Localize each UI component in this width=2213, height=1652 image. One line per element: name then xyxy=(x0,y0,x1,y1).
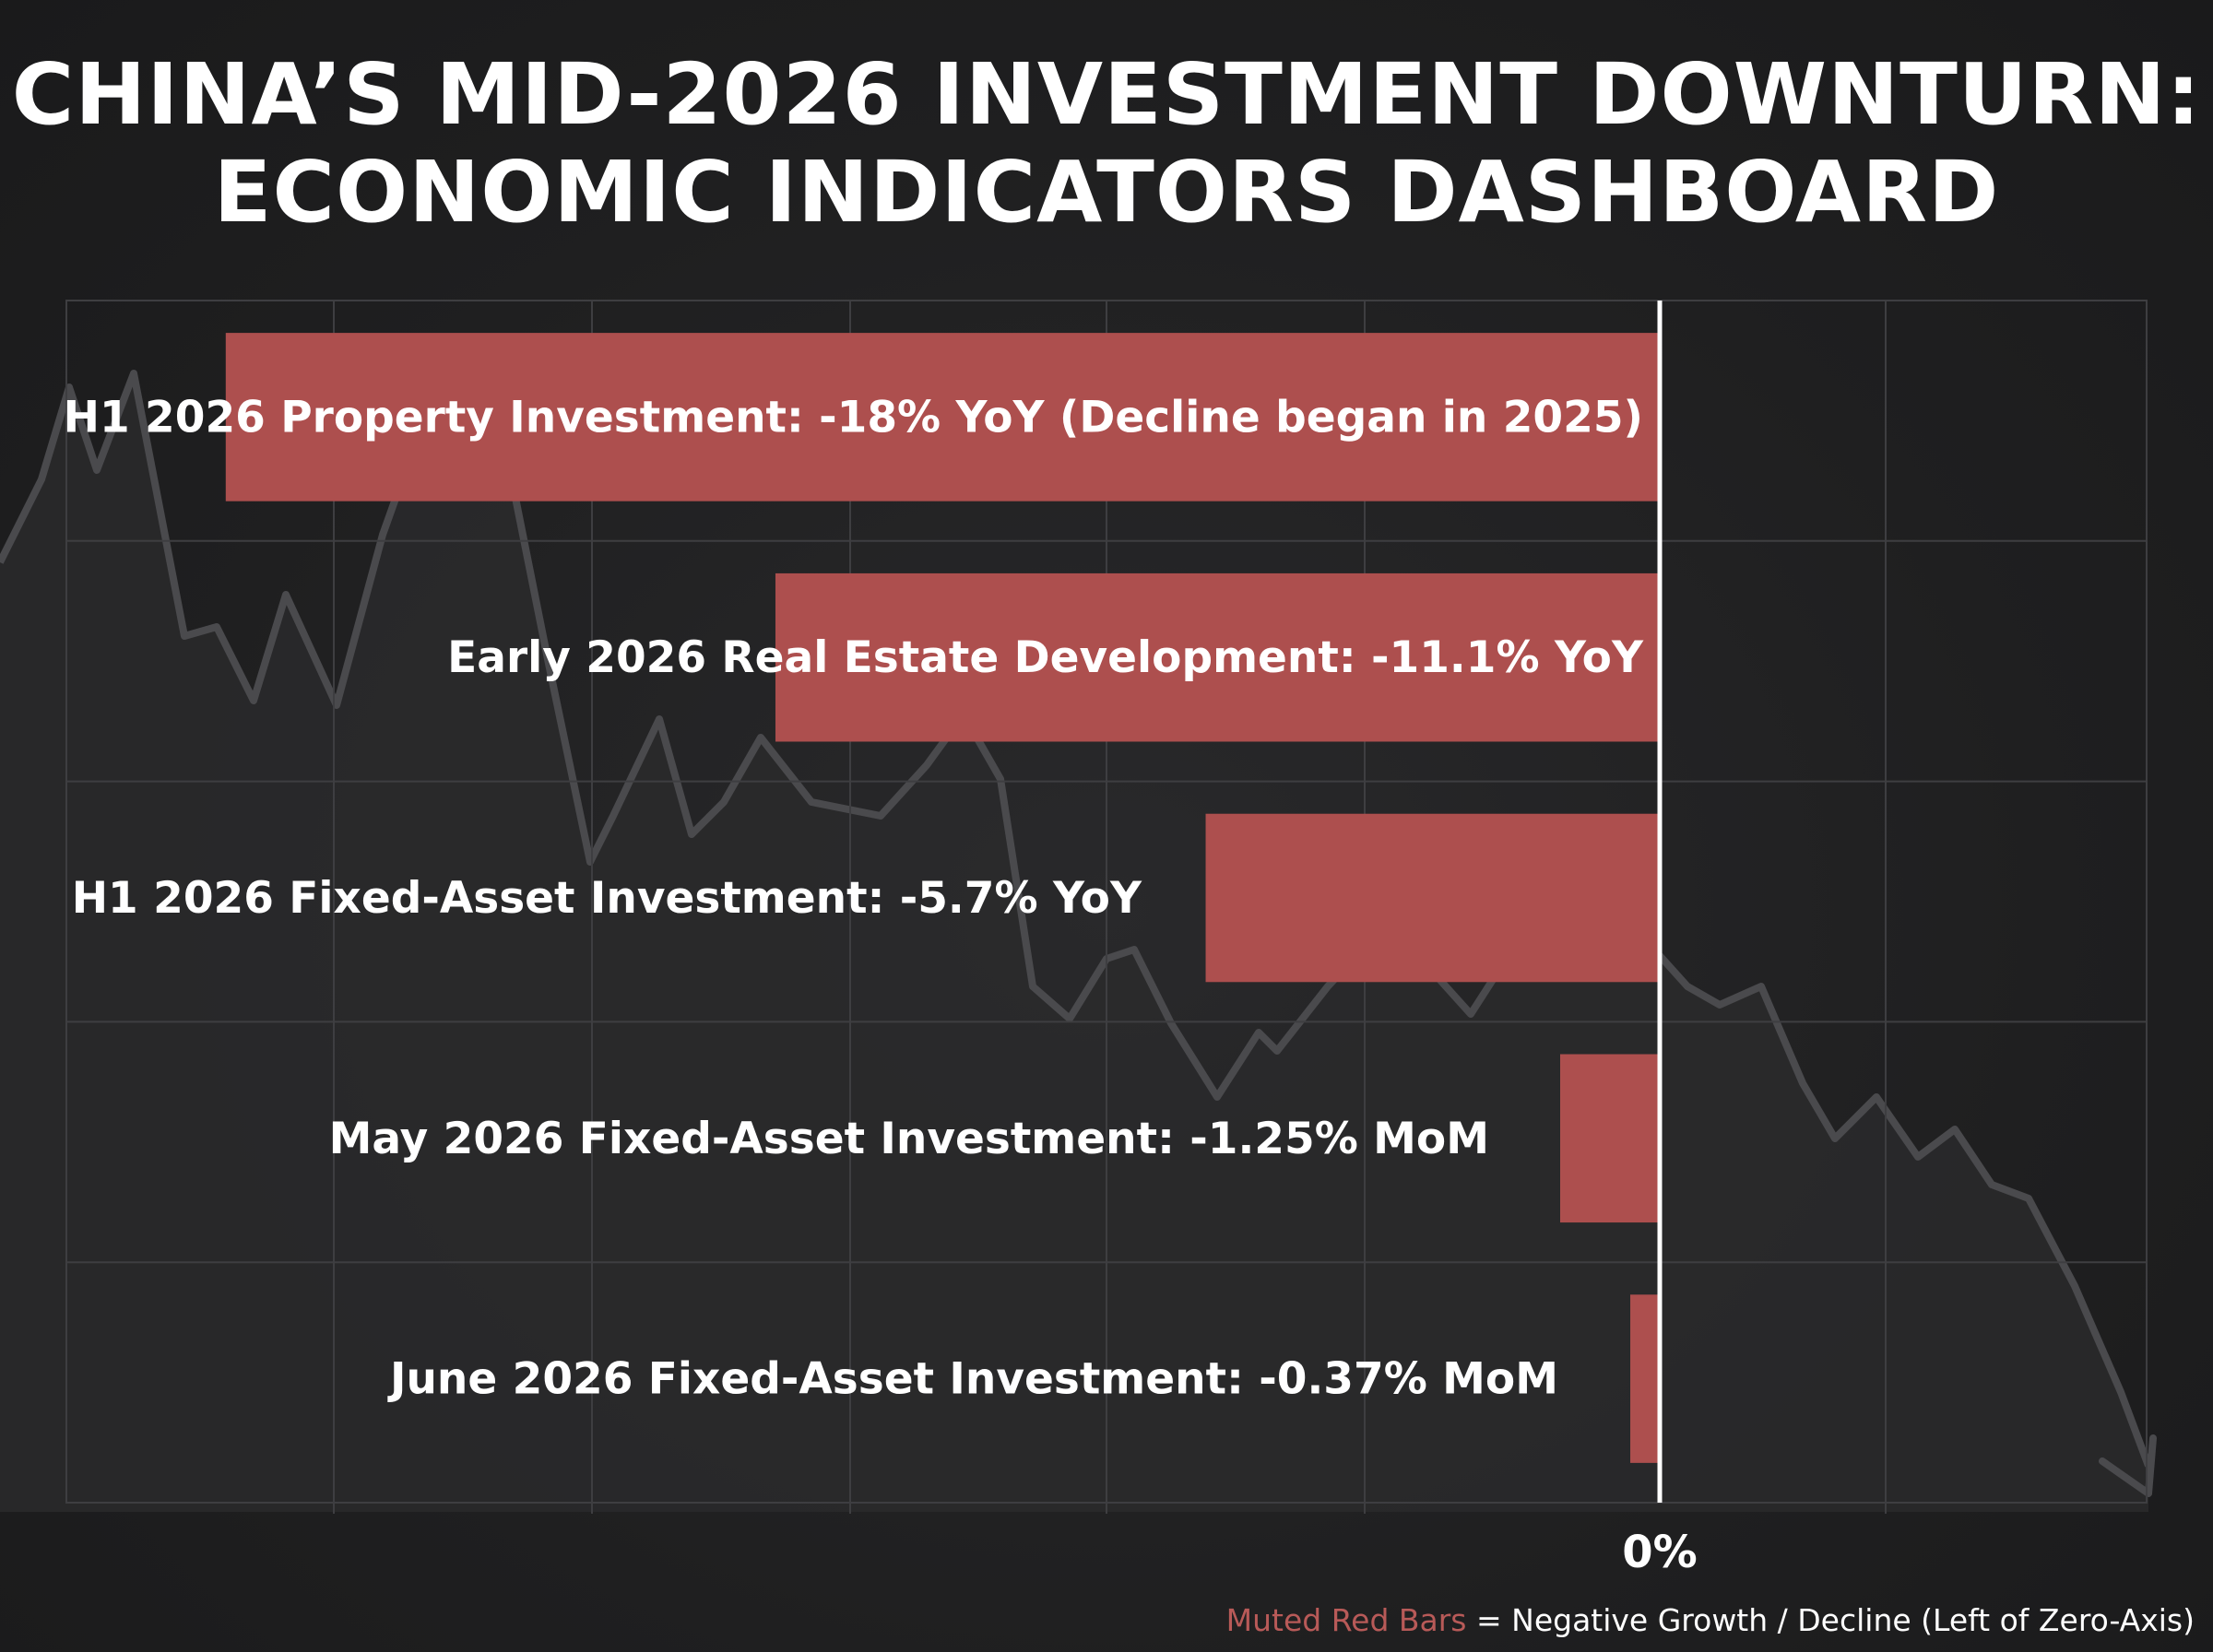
bar-label: May 2026 Fixed-Asset Investment: -1.25% … xyxy=(329,1114,1489,1164)
zero-axis-tick-label: 0% xyxy=(1622,1527,1698,1578)
legend: Muted Red Bars = Negative Growth / Decli… xyxy=(1226,1602,2195,1639)
legend-description: = Negative Growth / Decline (Left of Zer… xyxy=(1466,1602,2195,1638)
legend-key: Muted Red Bars xyxy=(1225,1602,1467,1638)
bar-label: Early 2026 Real Estate Development: -11.… xyxy=(447,632,1644,683)
bar-label: June 2026 Fixed-Asset Investment: -0.37%… xyxy=(387,1354,1558,1405)
bar xyxy=(775,572,1660,742)
zero-axis: 0% xyxy=(1622,301,1698,1578)
trend-arrow-head xyxy=(2099,1434,2157,1497)
trend-area xyxy=(0,369,2148,1512)
trend-line xyxy=(0,365,2152,1468)
bar-series xyxy=(225,333,1660,1463)
chart-title-line-2: ECONOMIC INDICATORS DASHBOARD xyxy=(213,143,2000,242)
background-trend-line xyxy=(0,365,2157,1512)
bar xyxy=(1205,813,1660,983)
chart-title-line-1: CHINA’S MID-2026 INVESTMENT DOWNTURN: xyxy=(11,45,2202,144)
bar xyxy=(1630,1294,1660,1463)
bar-label: H1 2026 Property Investment: -18% YoY (D… xyxy=(64,392,1643,442)
bar-labels: H1 2026 Property Investment: -18% YoY (D… xyxy=(64,392,1644,1404)
bar xyxy=(225,333,1660,502)
bar xyxy=(1560,1054,1660,1223)
bar-label: H1 2026 Fixed-Asset Investment: -5.7% Yo… xyxy=(72,873,1142,924)
chart-title: CHINA’S MID-2026 INVESTMENT DOWNTURN: EC… xyxy=(0,46,2213,242)
